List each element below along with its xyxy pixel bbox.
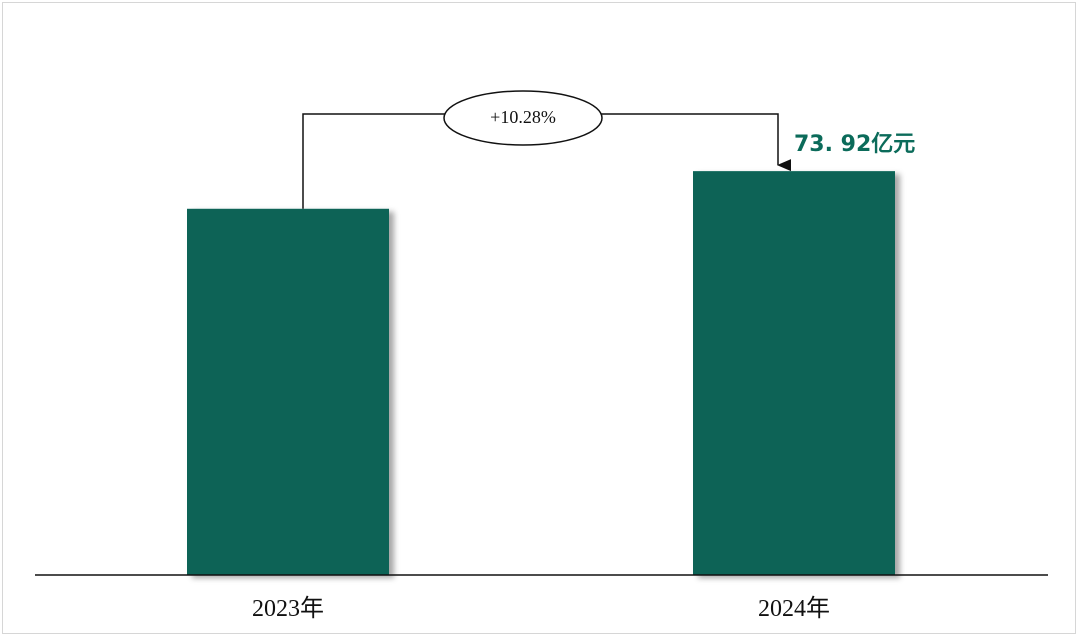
- bar-2024: [693, 171, 895, 575]
- growth-annotation: +10.28%: [302, 90, 791, 209]
- bar-2023: [187, 208, 389, 575]
- growth-badge: [443, 90, 603, 146]
- x-tick-label-2024: 2024年: [758, 595, 830, 622]
- bars-group: [187, 171, 895, 575]
- x-tick-label-2023: 2023年: [252, 595, 324, 622]
- bar-value-label-2024: 73. 92亿元: [794, 132, 915, 157]
- growth-rate-label: +10.28%: [490, 107, 556, 127]
- x-tick-labels: 2023年 2024年: [252, 595, 830, 622]
